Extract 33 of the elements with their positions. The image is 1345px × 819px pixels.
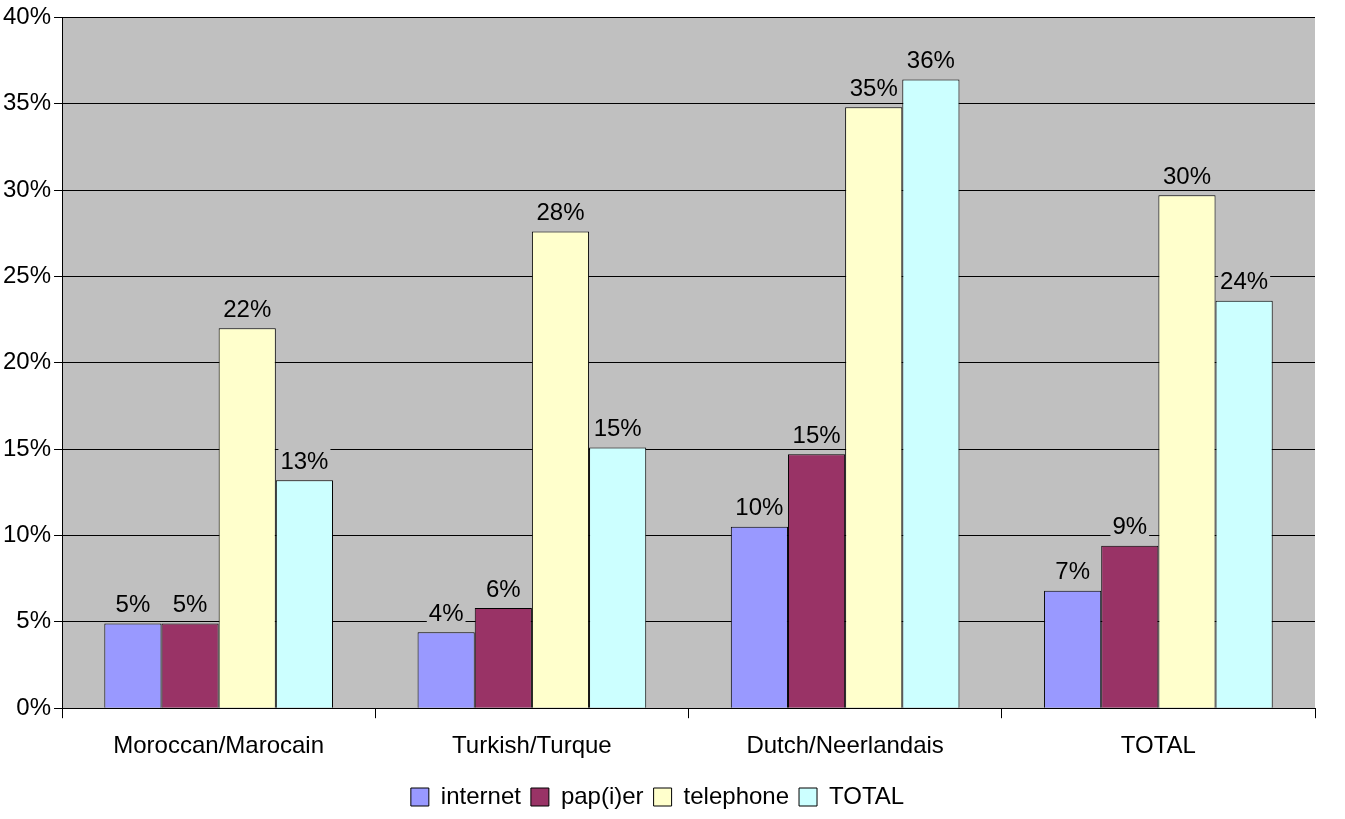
data-label: 4% xyxy=(428,598,464,626)
data-label: 13% xyxy=(280,446,329,474)
legend-label: internet xyxy=(440,781,522,809)
y-tick-label: 10% xyxy=(2,520,52,548)
y-tick-label: 0% xyxy=(16,692,52,720)
data-label: 7% xyxy=(1055,557,1090,585)
legend-label: pap(i)er xyxy=(560,781,644,809)
data-label: 24% xyxy=(1220,267,1269,295)
x-tick-label: Turkish/Turque xyxy=(452,731,612,759)
y-tick-label: 35% xyxy=(2,88,52,116)
y-tick-label: 15% xyxy=(2,433,52,461)
data-label: 5% xyxy=(115,590,151,618)
y-tick-label: 30% xyxy=(2,174,52,202)
data-label: 6% xyxy=(485,574,521,602)
x-tick-label: TOTAL xyxy=(1120,731,1196,759)
data-label: 28% xyxy=(536,198,585,226)
data-label: 30% xyxy=(1162,161,1211,189)
data-label: 5% xyxy=(172,590,208,618)
data-label: 15% xyxy=(593,414,642,442)
x-tick-label: Moroccan/Marocain xyxy=(113,731,325,759)
legend-label: telephone xyxy=(683,781,790,809)
legend-label: TOTAL xyxy=(829,781,905,809)
data-label: 36% xyxy=(906,46,955,74)
y-tick-label: 20% xyxy=(2,347,52,375)
data-label: 9% xyxy=(1112,512,1148,540)
data-label: 35% xyxy=(849,73,898,101)
x-tick-label: Dutch/Neerlandais xyxy=(746,731,944,759)
data-label: 10% xyxy=(735,493,784,521)
y-tick-label: 5% xyxy=(16,606,52,634)
y-tick-label: 25% xyxy=(2,261,52,289)
y-tick-label: 40% xyxy=(2,2,52,30)
data-label: 15% xyxy=(792,420,841,448)
data-label: 22% xyxy=(223,294,272,322)
